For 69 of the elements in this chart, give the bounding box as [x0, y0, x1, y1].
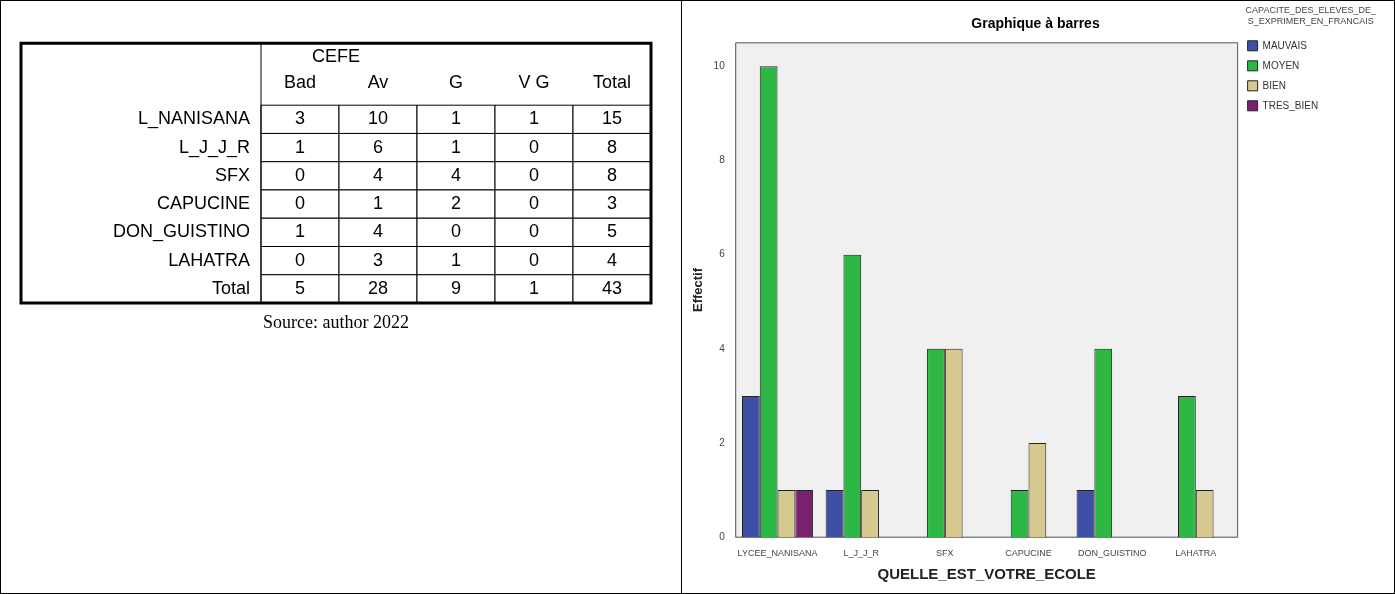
legend-title: CAPACITE_DES_ELEVES_DE_S_EXPRIMER_EN_FRANCAIS	[1245, 4, 1377, 26]
data-label: 9	[450, 277, 462, 298]
data-label: 4	[450, 164, 462, 185]
source-note: Source: author 2022	[263, 311, 409, 332]
data-label: 0	[294, 193, 306, 214]
data-label: 1	[294, 221, 306, 242]
data-label: 0	[528, 164, 540, 185]
data-label: 0	[528, 136, 540, 157]
x-tick-label: Bad	[283, 72, 317, 93]
legend-label: BIEN	[1262, 79, 1286, 91]
data-label: 2	[450, 193, 462, 214]
data-label: 1	[450, 249, 462, 270]
x-tick-label: G	[448, 72, 464, 93]
data-label: 3	[372, 249, 384, 270]
y-tick-label: SFX	[214, 164, 250, 185]
data-label: 4	[606, 249, 618, 270]
data-label: 3	[606, 193, 618, 214]
data-label: 4	[372, 164, 384, 185]
y-axis-title: Effectif	[690, 267, 706, 313]
data-label: 5	[294, 277, 306, 298]
chart-title: CEFE	[311, 45, 361, 66]
x-tick-label: LYCEE_NANISANA	[737, 548, 818, 559]
data-label: 0	[528, 193, 540, 214]
data-label: 3	[294, 108, 306, 129]
data-label: 43	[601, 277, 623, 298]
data-label: 0	[528, 221, 540, 242]
y-tick-label: 2	[719, 436, 726, 448]
data-label: 6	[372, 136, 384, 157]
x-tick-label: SFX	[936, 548, 954, 559]
legend-label: MAUVAIS	[1262, 39, 1308, 51]
data-label: 8	[606, 136, 618, 157]
data-label: 8	[606, 164, 618, 185]
x-tick-label: CAPUCINE	[1005, 548, 1052, 559]
data-label: 28	[367, 277, 389, 298]
x-tick-label: DON_GUISTINO	[1077, 548, 1147, 559]
data-label: 0	[294, 164, 306, 185]
y-tick-label: CAPUCINE	[156, 193, 250, 214]
data-label: 1	[372, 193, 384, 214]
y-tick-label: DON_GUISTINO	[112, 221, 250, 243]
y-tick-label: Total	[211, 277, 250, 298]
x-tick-label: V G	[518, 72, 550, 93]
x-tick-label: LAHATRA	[1175, 548, 1217, 559]
data-label: 0	[294, 249, 306, 270]
x-axis-title: QUELLE_EST_VOTRE_ECOLE	[877, 565, 1096, 583]
data-label: 1	[528, 108, 540, 129]
data-label: 1	[528, 277, 540, 298]
data-label: 0	[450, 221, 462, 242]
data-label: 15	[601, 108, 623, 129]
legend-label: TRES_BIEN	[1262, 99, 1319, 111]
data-label: 5	[606, 221, 618, 242]
data-label: 0	[528, 249, 540, 270]
data-label: 4	[372, 221, 384, 242]
data-label: 1	[294, 136, 306, 157]
data-label: 1	[450, 108, 462, 129]
y-tick-label: LAHATRA	[168, 249, 250, 270]
y-tick-label: 10	[713, 60, 726, 72]
x-tick-label: Total	[592, 72, 632, 93]
legend-label: MOYEN	[1262, 59, 1300, 71]
y-tick-label: 8	[719, 154, 726, 166]
y-tick-label: 0	[719, 530, 726, 542]
y-tick-label: L_NANISANA	[137, 108, 250, 130]
y-tick-label: 6	[719, 248, 726, 260]
data-label: 1	[450, 136, 462, 157]
chart-title: Graphique à barres	[971, 15, 1100, 32]
data-label: 10	[367, 108, 389, 129]
y-tick-label: L_J_J_R	[178, 136, 250, 158]
y-tick-label: 4	[719, 342, 726, 354]
x-tick-label: L_J_J_R	[843, 548, 880, 559]
x-tick-label: Av	[367, 72, 389, 93]
